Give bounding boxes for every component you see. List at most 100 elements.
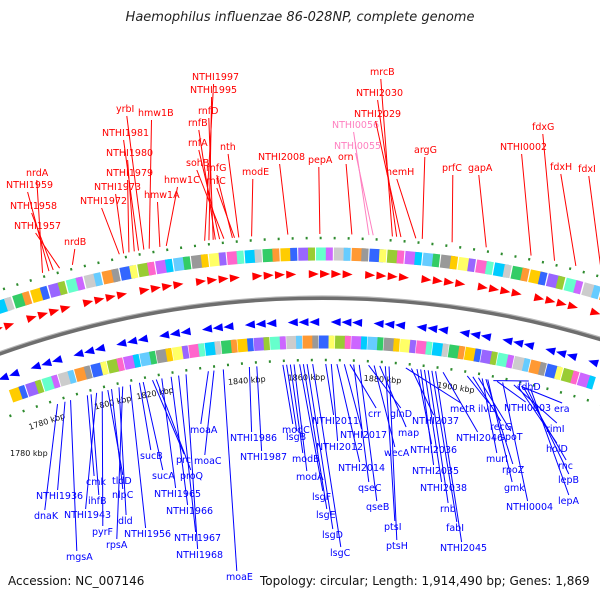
- gene-label-modC: modC: [282, 425, 310, 436]
- label-leader-line: [496, 380, 526, 403]
- gene-label-NTHI1943: NTHI1943: [64, 510, 111, 521]
- label-leader-line: [355, 152, 374, 236]
- gene-label-crr: crr: [368, 409, 381, 420]
- reverse-feature-block: [505, 354, 515, 369]
- label-leader-line: [148, 119, 152, 249]
- label-leader-line: [405, 367, 462, 404]
- reverse-gene-arrow: [395, 321, 406, 330]
- gene-label-map: map: [398, 428, 419, 439]
- label-leader-line: [115, 193, 125, 254]
- label-leader-line: [116, 386, 124, 540]
- gene-label-NTHI1972: NTHI1972: [80, 196, 127, 207]
- forward-gene-arrow: [567, 301, 578, 310]
- gene-label-NTHI2036: NTHI2036: [410, 445, 457, 456]
- label-leader-line: [204, 370, 215, 456]
- gene-label-NTHI1959: NTHI1959: [6, 180, 53, 191]
- gene-label-fdxG: fdxG: [532, 122, 554, 133]
- label-leader-line: [200, 371, 209, 425]
- forward-gene-arrow: [229, 274, 240, 283]
- gene-label-fdxI: fdxI: [578, 164, 596, 175]
- label-leader-line: [345, 163, 353, 235]
- forward-gene-arrow: [195, 278, 207, 287]
- scale-label-1860-kbp: 1860 kbp: [287, 373, 325, 383]
- label-leader-line: [196, 169, 225, 239]
- gene-label-fabI: fabI: [446, 523, 464, 534]
- label-leader-line: [129, 384, 147, 529]
- gene-label-murI: murI: [486, 454, 508, 465]
- reverse-feature-block: [554, 366, 564, 381]
- label-leader-line: [375, 120, 402, 238]
- forward-gene-arrow: [150, 285, 161, 293]
- gene-label-lsgD: lsgD: [322, 530, 343, 541]
- forward-gene-arrow: [25, 315, 37, 324]
- forward-gene-arrow: [488, 284, 500, 293]
- label-leader-line: [343, 364, 363, 430]
- label-leader-line: [379, 365, 407, 428]
- forward-gene-arrow: [139, 287, 150, 295]
- gene-label-NTHI0003: NTHI0003: [504, 403, 551, 414]
- label-leader-line: [358, 364, 378, 502]
- label-leader-line: [423, 369, 443, 483]
- reverse-feature-block: [586, 375, 596, 390]
- reverse-gene-arrow: [341, 318, 352, 327]
- reverse-feature-block: [116, 357, 126, 372]
- gene-label-modE: modE: [242, 167, 269, 178]
- forward-feature-block: [520, 267, 530, 282]
- reverse-feature-block: [83, 365, 93, 380]
- gene-label-pyrF: pyrF: [92, 527, 113, 538]
- label-leader-line: [170, 376, 189, 506]
- forward-feature-block: [272, 248, 280, 262]
- label-leader-line: [152, 380, 185, 455]
- gene-label-sucA: sucA: [152, 471, 175, 482]
- gene-label-orn: orn: [338, 152, 354, 163]
- label-leader-line: [185, 374, 199, 550]
- forward-feature-block: [555, 275, 566, 290]
- forward-feature-block: [307, 247, 316, 261]
- gene-label-NTHI0056: NTHI0056: [332, 120, 379, 131]
- forward-gene-arrow: [376, 271, 387, 280]
- gene-label-metR: metR: [450, 404, 476, 415]
- forward-gene-arrow: [421, 275, 432, 284]
- gene-label-dld: dld: [118, 516, 133, 527]
- gene-label-lsgB: lsgB: [286, 432, 306, 443]
- gene-label-NTHI2029: NTHI2029: [354, 109, 401, 120]
- gene-label-moaE: moaE: [226, 572, 253, 583]
- forward-feature-block: [396, 250, 405, 264]
- reverse-gene-arrow: [116, 338, 127, 347]
- gene-label-hmw1A: hmw1A: [144, 190, 180, 201]
- gene-label-ihfB: ihfB: [88, 496, 107, 507]
- forward-gene-arrow: [161, 283, 173, 291]
- reverse-feature-block: [457, 345, 466, 360]
- gene-label-NTHI1995: NTHI1995: [190, 85, 237, 96]
- gene-label-NTHI0004: NTHI0004: [506, 502, 553, 513]
- label-leader-line: [396, 178, 417, 239]
- forward-feature-block: [200, 253, 210, 268]
- gene-label-nrdA: nrdA: [26, 168, 49, 179]
- reverse-gene-arrow: [126, 336, 138, 345]
- gene-label-rpoZ: rpoZ: [502, 465, 525, 476]
- label-leader-line: [101, 207, 120, 255]
- forward-feature-block: [254, 249, 263, 263]
- forward-feature-block: [378, 249, 387, 263]
- gene-label-moaC: moaC: [194, 456, 222, 467]
- forward-gene-arrow: [82, 299, 94, 308]
- forward-feature-block: [129, 264, 139, 279]
- forward-gene-arrow: [218, 275, 229, 284]
- reverse-gene-arrow: [169, 328, 181, 337]
- reverse-gene-arrow: [502, 337, 513, 346]
- gene-label-ptsH: ptsH: [386, 541, 408, 552]
- label-leader-line: [227, 153, 240, 238]
- gene-label-ptsI: ptsI: [384, 522, 402, 533]
- gene-label-rnfB: rnfB: [188, 118, 208, 129]
- gene-label-era: era: [554, 404, 570, 415]
- forward-gene-arrow: [589, 307, 600, 316]
- label-leader-line: [325, 363, 335, 416]
- gene-label-prc: prc: [176, 455, 191, 466]
- forward-gene-arrow: [286, 270, 297, 279]
- gene-label-wecA: wecA: [384, 448, 410, 459]
- reverse-gene-arrow: [52, 355, 63, 363]
- gene-label-spoT: spoT: [500, 432, 523, 443]
- reverse-gene-arrow: [180, 327, 192, 336]
- reverse-feature-block: [570, 370, 580, 385]
- reverse-feature-block: [376, 337, 384, 351]
